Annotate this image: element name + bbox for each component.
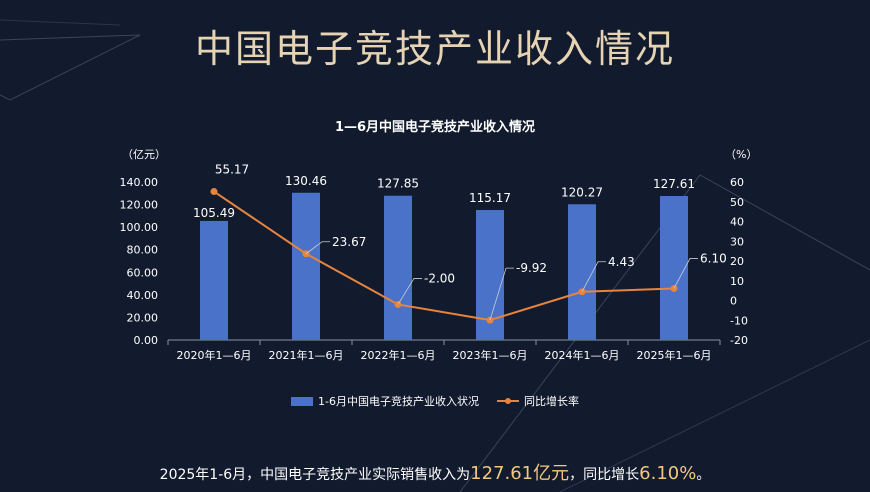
growth-value-label: -2.00	[424, 271, 455, 285]
label-leader-line	[397, 278, 422, 305]
summary-middle: ，同比增长	[569, 467, 640, 483]
growth-line	[213, 190, 675, 322]
label-leader-line	[489, 267, 514, 321]
page-title: 中国电子竞技产业收入情况	[194, 27, 675, 71]
y-left-tick: 0.00	[134, 334, 159, 347]
label-leader-line	[305, 241, 330, 255]
legend-item-growth: 同比增长率	[496, 393, 579, 409]
y-right-tick: 10	[730, 275, 744, 288]
chart-legend: 1-6月中国电子竞技产业收入状况 同比增长率	[0, 393, 870, 409]
growth-value-label: 55.17	[215, 163, 249, 177]
y-left-unit: （亿元）	[122, 148, 166, 161]
y-right-tick: 20	[730, 255, 744, 268]
x-tick-label: 2020年1—6月	[177, 348, 252, 362]
summary-growth: 6.10%	[639, 463, 697, 484]
y-left-tick: 100.00	[120, 221, 159, 234]
y-left-tick: 140.00	[120, 176, 159, 189]
legend-item-revenue: 1-6月中国电子竞技产业收入状况	[291, 393, 479, 409]
y-right-tick: -20	[730, 334, 748, 347]
y-left-tick: 20.00	[127, 311, 159, 324]
chart-title: 1—6月中国电子竞技产业收入情况	[334, 120, 536, 135]
growth-value-label: 4.43	[608, 255, 635, 269]
y-right-unit: （%）	[725, 148, 757, 161]
bar-value-label: 105.49	[193, 206, 235, 220]
growth-point	[210, 188, 218, 196]
summary-revenue: 127.61亿元	[470, 463, 570, 484]
legend-label-growth: 同比增长率	[523, 395, 579, 408]
bar-value-label: 120.27	[561, 185, 603, 199]
y-left-tick: 60.00	[127, 266, 159, 279]
legend-bar-swatch	[291, 396, 314, 406]
legend-line-swatch	[496, 398, 519, 404]
growth-value-label: 23.67	[332, 235, 366, 249]
bar	[292, 192, 320, 340]
y-left-tick: 40.00	[127, 289, 159, 302]
x-tick-label: 2022年1—6月	[361, 348, 436, 362]
bar	[200, 220, 228, 340]
summary-text: 2025年1-6月，中国电子竞技产业实际销售收入为127.61亿元，同比增长6.…	[0, 459, 870, 485]
bar-value-label: 127.61	[653, 177, 695, 191]
summary-suffix: 。	[696, 467, 711, 483]
y-right-tick: 50	[730, 196, 744, 209]
y-right-tick: 40	[730, 216, 744, 229]
y-right-tick: 0	[730, 295, 737, 308]
bar-value-label: 127.85	[377, 177, 419, 191]
x-tick-label: 2021年1—6月	[269, 348, 344, 362]
summary-prefix: 2025年1-6月，中国电子竞技产业实际销售收入为	[159, 467, 471, 483]
y-right-tick: -10	[730, 314, 748, 327]
label-leader-line	[673, 258, 698, 289]
bar	[568, 204, 596, 340]
y-right-tick: 30	[730, 235, 744, 248]
y-right-tick: 60	[730, 176, 744, 189]
growth-point	[302, 250, 310, 258]
x-tick-label: 2023年1—6月	[453, 348, 528, 362]
y-left-tick: 120.00	[120, 199, 159, 212]
growth-value-label: -9.92	[516, 261, 547, 275]
growth-value-label: 6.10	[700, 251, 727, 265]
x-tick-label: 2025年1—6月	[637, 348, 712, 362]
bar-value-label: 130.46	[285, 174, 327, 188]
x-tick-label: 2024年1—6月	[545, 348, 620, 362]
bar-value-label: 115.17	[469, 191, 511, 205]
bar	[384, 195, 412, 340]
y-left-tick: 80.00	[127, 244, 159, 257]
label-leader-line	[581, 261, 606, 292]
bar	[660, 195, 688, 340]
legend-label-revenue: 1-6月中国电子竞技产业收入状况	[318, 395, 479, 408]
